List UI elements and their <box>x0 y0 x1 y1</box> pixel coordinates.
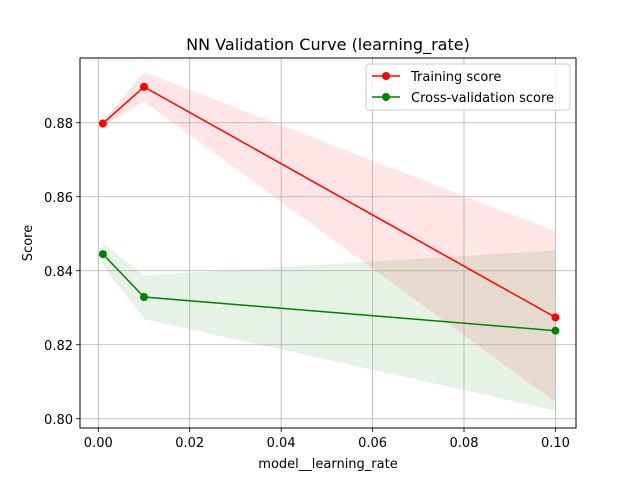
legend-training-marker <box>382 72 390 80</box>
data-point-series-0 <box>551 313 560 322</box>
series-markers <box>98 82 560 335</box>
confidence-band-series-0 <box>102 72 556 403</box>
data-point-series-1 <box>140 293 148 302</box>
y-axis-title: Score <box>21 225 36 261</box>
data-point-series-1 <box>551 326 560 335</box>
x-tick-label: 0.06 <box>358 436 387 451</box>
legend-cv-label: Cross-validation score <box>411 91 554 106</box>
x-tick-label: 0.02 <box>175 436 204 451</box>
plot-area-frame <box>79 57 577 429</box>
y-tick-label: 0.82 <box>44 339 73 354</box>
x-tick-label: 0.00 <box>84 436 113 451</box>
confidence-bands <box>102 72 556 411</box>
y-tick-label: 0.88 <box>44 117 73 132</box>
x-axis-title: model__learning_rate <box>258 457 397 472</box>
chart-title: NN Validation Curve (learning_rate) <box>186 35 470 55</box>
confidence-band-series-1 <box>102 243 556 411</box>
legend-box <box>365 63 571 111</box>
data-point-series-1 <box>98 250 107 259</box>
y-tick-label: 0.86 <box>44 191 73 206</box>
legend-cv-marker <box>382 93 390 101</box>
x-tick-label: 0.10 <box>541 436 570 451</box>
data-point-series-0 <box>98 119 107 128</box>
y-tick-label: 0.80 <box>44 413 73 428</box>
legend-training-label: Training score <box>410 70 501 85</box>
data-point-series-0 <box>140 82 148 91</box>
x-tick-label: 0.04 <box>267 436 296 451</box>
grid-lines <box>80 58 576 428</box>
legend: Training score Cross-validation score <box>365 63 571 111</box>
axis-ticks: 0.00 0.02 0.04 0.06 0.08 0.10 0.80 0.82 0.84 0.86… <box>44 117 570 451</box>
x-tick-label: 0.08 <box>450 436 479 451</box>
y-tick-label: 0.84 <box>44 265 73 280</box>
